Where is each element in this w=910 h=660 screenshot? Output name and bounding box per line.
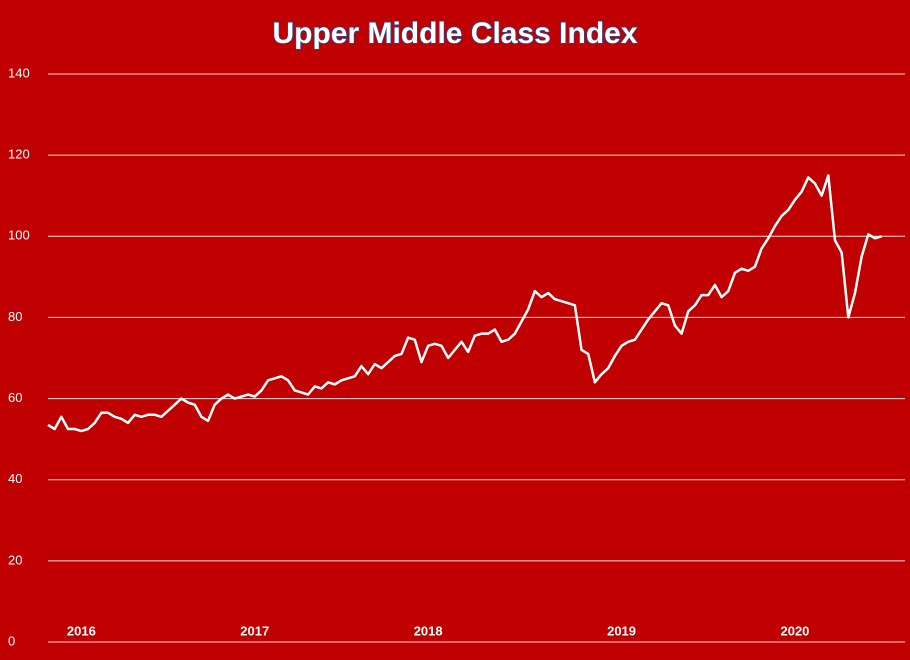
x-tick-label: 2018 <box>414 623 443 638</box>
y-tick-label: 100 <box>8 228 30 243</box>
y-tick-label: 60 <box>8 390 22 405</box>
y-tick-label: 20 <box>8 552 22 567</box>
x-tick-label: 2016 <box>67 623 96 638</box>
x-tick-label: 2020 <box>780 623 809 638</box>
chart-title: Upper Middle Class Index <box>272 17 637 50</box>
x-tick-label: 2019 <box>607 623 636 638</box>
y-tick-label: 80 <box>8 309 22 324</box>
y-tick-label: 140 <box>8 65 30 80</box>
line <box>47 174 883 433</box>
y-tick-label: 120 <box>8 147 30 162</box>
x-tick-label: 2017 <box>240 623 269 638</box>
y-tick-label: 0 <box>8 633 15 648</box>
y-tick-label: 40 <box>8 471 22 486</box>
